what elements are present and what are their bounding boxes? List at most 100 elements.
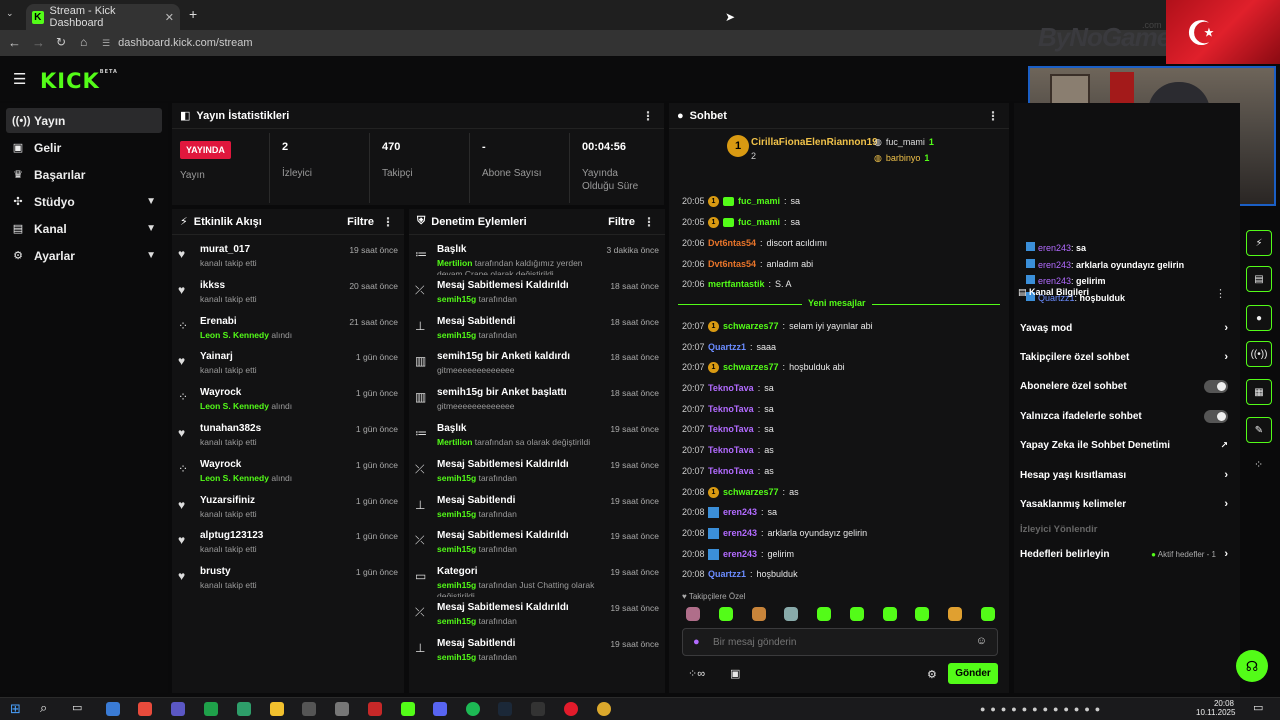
quick-action-chat-button[interactable]: ● bbox=[1246, 305, 1272, 331]
activity-name[interactable]: Wayrock bbox=[200, 387, 242, 399]
windows-start-icon[interactable]: ⊞ bbox=[10, 701, 21, 716]
emote-icon[interactable] bbox=[981, 607, 995, 621]
notification-icon[interactable]: ▭ bbox=[1253, 702, 1264, 714]
chat-username[interactable]: schwarzes77 bbox=[723, 487, 779, 497]
emote-icon[interactable] bbox=[686, 607, 700, 621]
setting-row[interactable]: Yavaş mod › bbox=[1020, 317, 1230, 339]
setting-row[interactable]: Takipçilere özel sohbet › bbox=[1020, 346, 1230, 368]
setting-toggle[interactable] bbox=[1204, 379, 1228, 393]
moderation-filter-button[interactable]: Filtre bbox=[608, 215, 635, 228]
home-icon[interactable]: ⌂ bbox=[80, 35, 88, 49]
more-options-icon[interactable]: ⋮ bbox=[643, 214, 655, 229]
emote-icon[interactable] bbox=[915, 607, 929, 621]
chevron-down-icon[interactable]: ▼ bbox=[146, 250, 156, 261]
setting-row[interactable]: Yasaklanmış kelimeler › bbox=[1020, 493, 1230, 515]
activity-name[interactable]: ikkss bbox=[200, 279, 226, 291]
forward-icon[interactable]: → bbox=[32, 35, 45, 50]
activity-item[interactable]: ♥ ikkss kanalı takip etti 20 saat önce bbox=[178, 277, 398, 311]
search-icon[interactable]: ⌕ bbox=[40, 700, 48, 715]
kick-app-icon[interactable] bbox=[401, 702, 415, 716]
app-icon[interactable] bbox=[302, 702, 316, 716]
chat-message[interactable]: 20:07 TeknoTava: sa bbox=[682, 380, 774, 396]
settings-app-icon[interactable] bbox=[335, 702, 349, 716]
opera-icon[interactable] bbox=[564, 702, 578, 716]
top-gifter-name[interactable]: CirillaFionaElenRiannon19 bbox=[751, 137, 878, 148]
moderation-item[interactable]: ⤫ Mesaj Sabitlemesi Kaldırıldı semih15g ta… bbox=[415, 456, 659, 490]
emote-icon[interactable] bbox=[850, 607, 864, 621]
discord-icon[interactable] bbox=[433, 702, 447, 716]
emoji-icon[interactable]: ☺ bbox=[975, 635, 987, 647]
activity-name[interactable]: brusty bbox=[200, 566, 231, 578]
setting-row[interactable]: Hesap yaşı kısıtlaması › bbox=[1020, 464, 1230, 486]
chat-message[interactable]: 20:08 eren243: arklarla oyundayız gelirin bbox=[682, 525, 867, 541]
moderation-item[interactable]: ▥ semih15g bir Anket başlattı gitmeeeeeeee… bbox=[415, 384, 659, 418]
app-icon[interactable] bbox=[204, 702, 218, 716]
chat-message[interactable]: 20:07 1 schwarzes77: hoşbulduk abi bbox=[682, 359, 845, 375]
activity-item[interactable]: ♥ Yuzarsifiniz kanalı takip etti 1 gün önce bbox=[178, 492, 398, 526]
chrome-icon[interactable] bbox=[597, 702, 611, 716]
moderation-item[interactable]: ⊥ Mesaj Sabitlendi semih15g tarafından 19 s… bbox=[415, 492, 659, 526]
app-icon[interactable] bbox=[138, 702, 152, 716]
chat-username[interactable]: TeknoTava bbox=[708, 445, 754, 455]
activity-name[interactable]: murat_017 bbox=[200, 244, 251, 255]
chat-username[interactable]: eren243 bbox=[723, 549, 758, 559]
chat-username[interactable]: TeknoTava bbox=[708, 383, 754, 393]
moderation-item[interactable]: ≔ Başlık Mertilion tarafından kaldığımız y… bbox=[415, 241, 659, 275]
emote-icon[interactable] bbox=[784, 607, 798, 621]
activity-item[interactable]: ♥ Yainarj kanalı takip etti 1 gün önce bbox=[178, 348, 398, 382]
chevron-down-icon[interactable]: ▼ bbox=[146, 223, 156, 234]
chat-username[interactable]: eren243 bbox=[723, 528, 758, 538]
chat-message[interactable]: 20:08 1 schwarzes77: as bbox=[682, 484, 799, 500]
quick-action-layout-button[interactable]: ▦ bbox=[1246, 379, 1272, 405]
chat-username[interactable]: fuc_mami bbox=[738, 196, 781, 206]
chat-username[interactable]: Quartzz1 bbox=[708, 342, 747, 352]
chat-message[interactable]: 20:05 1 fuc_mami: sa bbox=[682, 193, 800, 209]
setting-toggle[interactable] bbox=[1204, 409, 1228, 423]
setting-row[interactable]: Yalnızca ifadelerle sohbet bbox=[1020, 405, 1230, 427]
chat-tools-icon[interactable]: ⁘∞ bbox=[688, 668, 706, 680]
new-tab-icon[interactable]: + bbox=[189, 6, 198, 22]
moderation-item[interactable]: ⊥ Mesaj Sabitlendi semih15g tarafından 19 s… bbox=[415, 635, 659, 669]
chat-username[interactable]: TeknoTava bbox=[708, 424, 754, 434]
clock[interactable]: 20:08 10.11.2025 bbox=[1196, 699, 1235, 717]
sidebar-item-kanal[interactable]: ▤ Kanal ▼ bbox=[6, 216, 162, 241]
emote-icon[interactable] bbox=[883, 607, 897, 621]
app-icon[interactable] bbox=[171, 702, 185, 716]
support-headset-button[interactable]: ☊ bbox=[1236, 650, 1268, 682]
activity-item[interactable]: ♥ tunahan382s kanalı takip etti 1 gün önce bbox=[178, 420, 398, 454]
chat-message[interactable]: 20:06 mertfantastik: S. A bbox=[682, 276, 792, 292]
app-icon[interactable] bbox=[237, 702, 251, 716]
chat-username[interactable]: Dvt6ntas54 bbox=[708, 238, 757, 248]
activity-item[interactable]: ⁘ Wayrock Leon S. Kennedy alındı 1 gün önce bbox=[178, 384, 398, 418]
send-button[interactable]: Gönder bbox=[948, 663, 998, 684]
activity-name[interactable]: alptug123123 bbox=[200, 530, 264, 542]
chat-input-box[interactable]: ● ☺ bbox=[682, 628, 998, 656]
chat-message-input[interactable] bbox=[713, 633, 963, 651]
site-info-icon[interactable]: ☰ bbox=[102, 37, 111, 48]
quick-action-more-icon[interactable]: ⁘ bbox=[1254, 459, 1264, 471]
chat-message[interactable]: 20:06 Dvt6ntas54: discort acıldımı bbox=[682, 235, 827, 251]
chat-username[interactable]: Quartzz1 bbox=[708, 569, 747, 579]
app-icon[interactable] bbox=[368, 702, 382, 716]
moderation-item[interactable]: ⤫ Mesaj Sabitlemesi Kaldırıldı semih15g ta… bbox=[415, 527, 659, 561]
activity-item[interactable]: ♥ brusty kanalı takip etti 1 gün önce bbox=[178, 563, 398, 597]
chat-message[interactable]: 20:08 eren243: gelirim bbox=[682, 546, 794, 562]
close-tab-icon[interactable]: ✕ bbox=[164, 11, 174, 24]
chat-username[interactable]: eren243 bbox=[723, 507, 758, 517]
store-icon[interactable] bbox=[106, 702, 120, 716]
more-options-icon[interactable]: ⋮ bbox=[642, 108, 654, 123]
sidebar-item-yayin[interactable]: ((•)) Yayın bbox=[6, 108, 162, 133]
emote-icon[interactable] bbox=[752, 607, 766, 621]
emote-icon[interactable] bbox=[948, 607, 962, 621]
moderation-item[interactable]: ⤫ Mesaj Sabitlemesi Kaldırıldı semih15g ta… bbox=[415, 277, 659, 311]
chevron-down-icon[interactable]: ▼ bbox=[146, 196, 156, 207]
chat-message[interactable]: 20:05 1 fuc_mami: sa bbox=[682, 214, 800, 230]
moderation-item[interactable]: ▭ Kategori semih15g tarafından Just Chatti… bbox=[415, 563, 659, 597]
chat-message[interactable]: 20:07 TeknoTava: sa bbox=[682, 401, 774, 417]
sidebar-item-ayarlar[interactable]: ⚙ Ayarlar ▼ bbox=[6, 243, 162, 268]
more-options-icon[interactable]: ⋮ bbox=[1215, 288, 1226, 300]
quick-action-notes-button[interactable]: ▤ bbox=[1246, 266, 1272, 292]
sidebar-item-basarilar[interactable]: ♛ Başarılar bbox=[6, 162, 162, 187]
steam-icon[interactable] bbox=[498, 702, 512, 716]
chat-message[interactable]: 20:07 Quartzz1: saaa bbox=[682, 339, 776, 355]
